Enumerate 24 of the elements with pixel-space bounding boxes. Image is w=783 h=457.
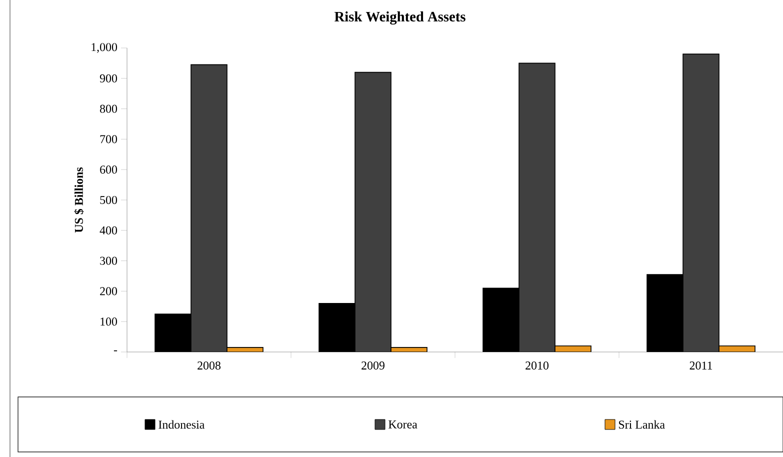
- x-tick-label: 2010: [526, 362, 549, 370]
- x-tick-label: 2011: [690, 362, 712, 370]
- y-tick-label: 100: [100, 318, 118, 326]
- bar: [518, 62, 556, 352]
- y-tick-label: 400: [100, 226, 118, 234]
- bar: [190, 64, 228, 352]
- y-tick-label: 700: [100, 135, 118, 144]
- y-tick-label: 500: [100, 196, 118, 204]
- bar: [682, 54, 720, 352]
- chart-title: Risk Weighted Assets: [334, 11, 466, 25]
- y-tick-label: 900: [100, 74, 118, 82]
- y-tick-label: 600: [100, 166, 118, 174]
- legend-label: Korea: [388, 420, 418, 428]
- y-axis-title: US $ Billions: [74, 167, 84, 233]
- y-tick-label: 200: [100, 287, 118, 296]
- legend-label: Sri Lanka: [619, 420, 665, 429]
- y-tick-label: 300: [100, 256, 118, 265]
- y-tick-label: 800: [100, 104, 118, 113]
- x-tick-label: 2009: [362, 362, 384, 370]
- y-tick-label: -: [114, 350, 118, 352]
- y-tick-label: 1,000: [92, 43, 118, 53]
- legend-label: Indonesia: [158, 420, 205, 429]
- bar: [354, 72, 392, 352]
- x-tick-label: 2008: [198, 362, 221, 370]
